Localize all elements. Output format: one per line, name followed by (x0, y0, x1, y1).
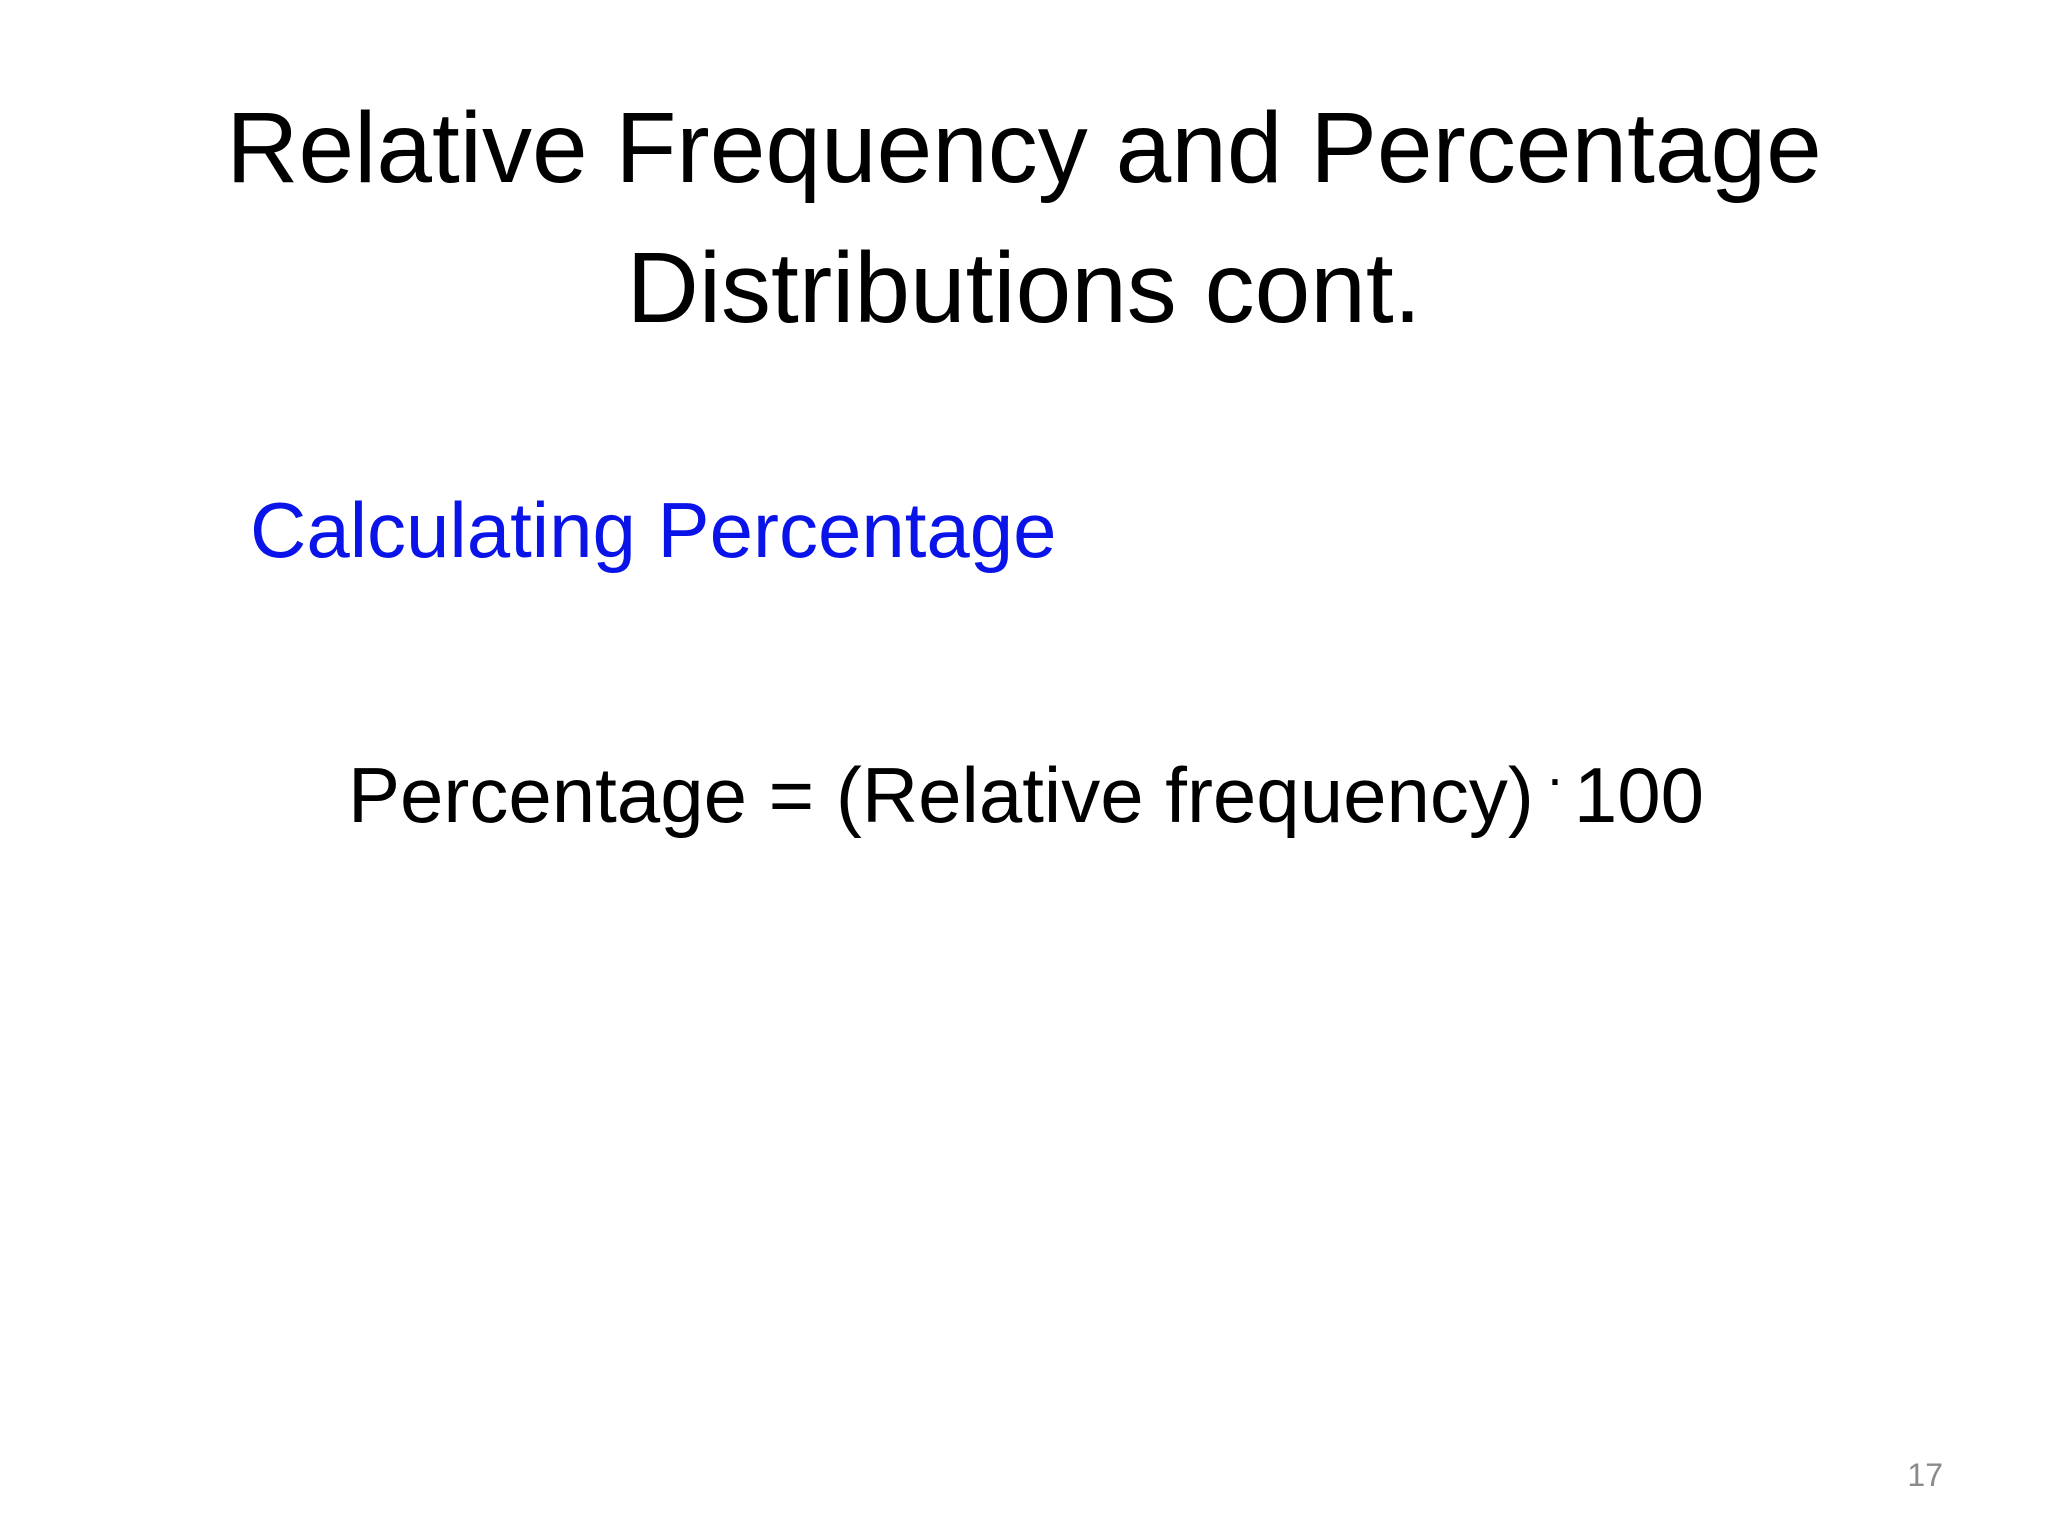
formula-multiplier: 100 (1573, 751, 1704, 839)
multiplication-dot: · (1545, 748, 1564, 810)
page-number: 17 (1907, 1457, 1943, 1493)
formula-left-side: Percentage = (Relative frequency) (348, 751, 1534, 839)
percentage-formula: Percentage = (Relative frequency) · 100 (348, 745, 1704, 845)
slide-title-line-2: Distributions cont. (626, 232, 1422, 344)
slide-title: Relative Frequency and Percentage Distri… (0, 78, 2048, 358)
section-subheading: Calculating Percentage (250, 486, 1057, 574)
slide-title-line-1: Relative Frequency and Percentage (226, 92, 1822, 204)
